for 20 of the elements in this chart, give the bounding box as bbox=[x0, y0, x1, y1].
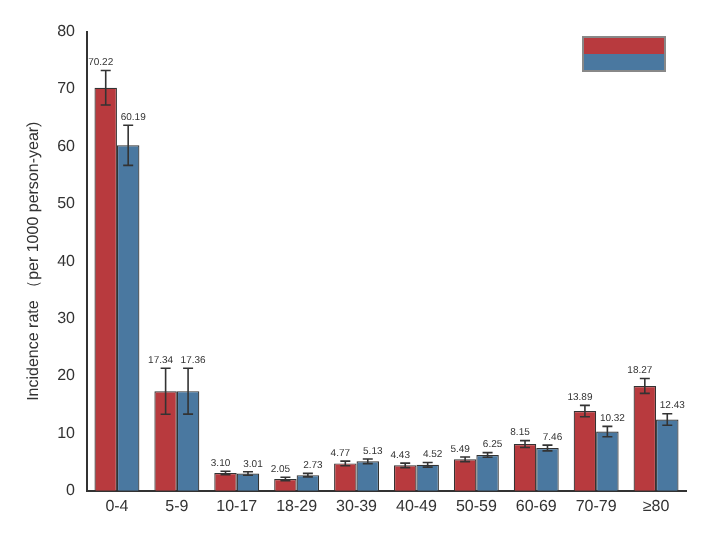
x-tick-label: ≥80 bbox=[642, 496, 671, 515]
x-tick-label: 18-29 bbox=[276, 496, 319, 515]
x-tick-label: 50-59 bbox=[455, 496, 498, 515]
x-tick-label: 0-4 bbox=[105, 496, 130, 515]
y-tick-label: 80 bbox=[57, 22, 77, 41]
x-tick-label: 5-9 bbox=[165, 496, 190, 515]
y-tick-label: 60 bbox=[57, 136, 77, 155]
y-tick-label: 50 bbox=[57, 194, 77, 213]
y-tick-label: 70 bbox=[57, 79, 77, 98]
x-tick-label: 60-69 bbox=[515, 496, 558, 515]
x-tick-label: 30-39 bbox=[336, 496, 379, 515]
x-tick-label: 40-49 bbox=[395, 496, 438, 515]
y-tick-label: 10 bbox=[57, 423, 77, 442]
y-axis-title: Incidence rate （per 1000 person-year) bbox=[24, 120, 43, 401]
x-tick-label: 70-79 bbox=[575, 496, 618, 515]
y-tick-label: 40 bbox=[57, 251, 77, 270]
y-tick-label: 20 bbox=[57, 366, 77, 385]
y-tick-label: 30 bbox=[57, 309, 77, 328]
y-tick-label: 0 bbox=[66, 481, 77, 500]
x-tick-label: 10-17 bbox=[216, 496, 259, 515]
